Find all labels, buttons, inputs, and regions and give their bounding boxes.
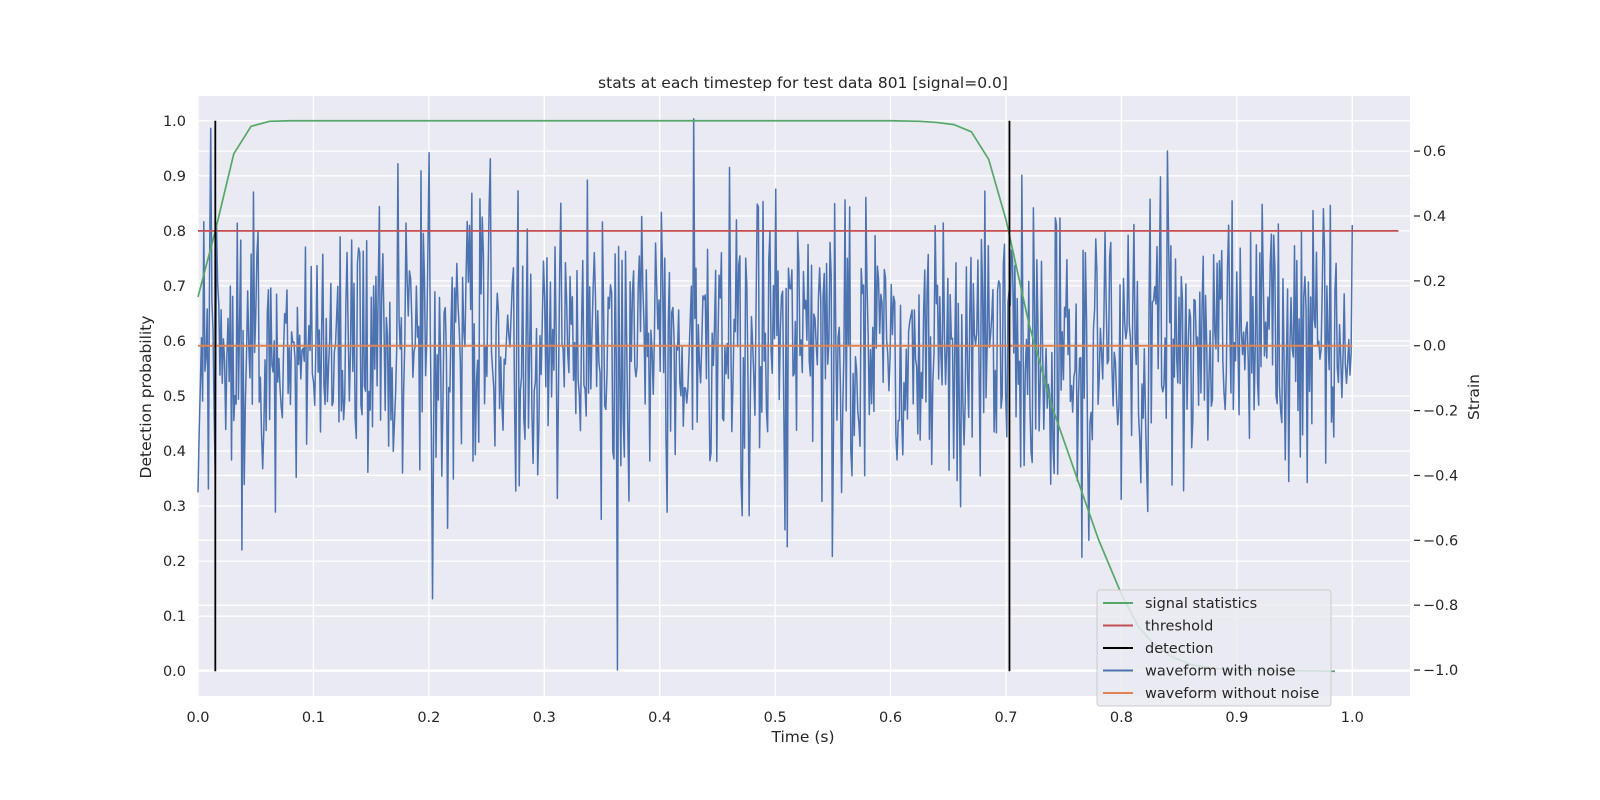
legend-label: signal statistics [1145,596,1257,612]
legend-label: waveform with noise [1145,664,1296,680]
x-tick-label: 0.4 [648,710,671,726]
legend-label: detection [1145,641,1213,657]
left-y-tick-label: 1.0 [163,114,186,130]
left-y-axis-ticks: 0.0 0.1 0.2 0.3 0.4 0.5 0.6 0.7 0.8 0.9 1.0 [163,114,186,680]
x-axis-label: Time (s) [770,728,834,746]
left-y-tick-label: 0.8 [163,224,186,240]
x-tick-label: 0.1 [302,710,325,726]
left-y-tick-label: 0.0 [163,664,186,680]
left-y-tick-label: 0.3 [163,499,186,515]
right-y-tick-label: 0.6 [1423,144,1446,160]
left-y-tick-label: 0.9 [163,169,186,185]
x-tick-label: 0.3 [533,710,556,726]
x-tick-label: 0.7 [994,710,1017,726]
x-tick-label: 0.8 [1110,710,1133,726]
right-y-tick-label: −0.4 [1423,468,1458,484]
legend-box [1096,589,1332,707]
left-y-tick-label: 0.7 [163,279,186,295]
right-y-tick-label: 0.0 [1423,339,1446,355]
right-y-tick-label: 0.2 [1423,274,1446,290]
legend-label: waveform without noise [1145,686,1319,702]
x-tick-label: 0.9 [1225,710,1248,726]
right-y-axis-ticks: 0.6 0.4 0.2 0.0 −0.2 −0.4 −0.6 −0.8 −1.0 [1414,144,1458,679]
series-waveform-with-noise [197,117,1354,671]
right-y-tick-label: 0.4 [1423,209,1446,225]
legend: signal statistics threshold detection wavef… [1096,589,1332,707]
left-y-axis-label: Detection probability [137,316,155,479]
legend-item: detection [1103,641,1213,657]
legend-item: threshold [1103,619,1213,635]
legend-item: waveform without noise [1103,686,1319,702]
x-tick-label: 1.0 [1341,710,1364,726]
x-tick-label: 0.6 [879,710,902,726]
left-y-tick-label: 0.4 [163,444,186,460]
legend-label: threshold [1145,619,1213,635]
right-y-tick-label: −1.0 [1423,663,1458,679]
right-y-axis-label: Strain [1465,374,1483,420]
legend-item: waveform with noise [1103,664,1296,680]
left-y-tick-label: 0.1 [163,609,186,625]
left-y-tick-label: 0.5 [163,389,186,405]
legend-item: signal statistics [1103,596,1257,612]
x-axis-ticks: 0.0 0.1 0.2 0.3 0.4 0.5 0.6 0.7 0.8 0.9 1.0 [186,710,1363,726]
right-y-tick-label: −0.2 [1423,404,1458,420]
x-tick-label: 0.2 [417,710,440,726]
right-y-tick-label: −0.6 [1423,533,1458,549]
x-tick-label: 0.5 [764,710,787,726]
left-y-tick-label: 0.6 [163,334,186,350]
left-y-tick-label: 0.2 [163,554,186,570]
right-y-tick-label: −0.8 [1423,598,1458,614]
x-tick-label: 0.0 [186,710,209,726]
chart-title: stats at each timestep for test data 801… [598,74,1008,92]
